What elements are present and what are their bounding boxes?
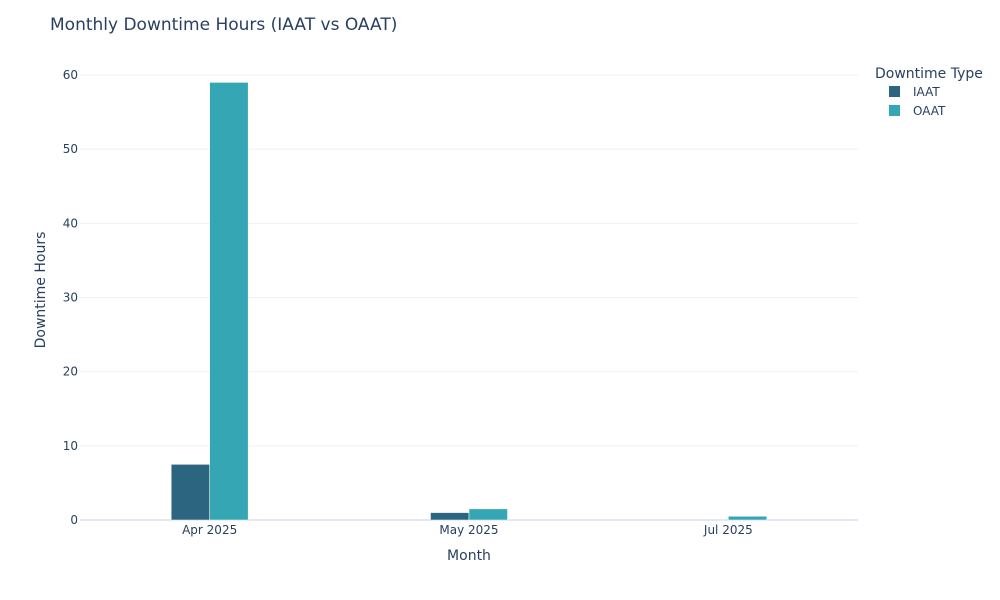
bar-iaat-may-2025: [430, 512, 470, 521]
bar-oaat-jul-2025: [728, 516, 768, 521]
x-axis-title: Month: [447, 548, 491, 564]
bars: [170, 82, 768, 521]
legend-swatch-oaat: [889, 105, 900, 116]
y-tick-label: 60: [63, 68, 78, 82]
bar-oaat-may-2025: [468, 508, 508, 521]
y-tick-label: 0: [70, 513, 78, 527]
legend-label-iaat: IAAT: [913, 85, 940, 99]
y-tick-label: 20: [63, 365, 78, 379]
y-tick-label: 10: [63, 439, 78, 453]
x-tick-label: May 2025: [439, 523, 498, 537]
legend: Downtime Type IAAT OAAT: [875, 66, 983, 118]
y-axis-title: Downtime Hours: [33, 232, 49, 349]
bar-iaat-apr-2025: [170, 464, 210, 521]
y-tick-label: 50: [63, 142, 78, 156]
y-tick-label: 30: [63, 291, 78, 305]
bar-oaat-apr-2025: [209, 82, 249, 521]
legend-label-oaat: OAAT: [913, 104, 946, 118]
y-tick-label: 40: [63, 216, 78, 230]
x-tick-label: Apr 2025: [182, 523, 237, 537]
y-axis-ticks: 0 10 20 30 40 50 60: [63, 68, 78, 527]
gridlines: [80, 74, 858, 521]
x-axis-ticks: Apr 2025 May 2025 Jul 2025: [182, 523, 753, 537]
chart-title: Monthly Downtime Hours (IAAT vs OAAT): [50, 15, 397, 35]
legend-swatch-iaat: [889, 86, 900, 97]
x-tick-label: Jul 2025: [703, 523, 753, 537]
legend-title: Downtime Type: [875, 66, 983, 82]
